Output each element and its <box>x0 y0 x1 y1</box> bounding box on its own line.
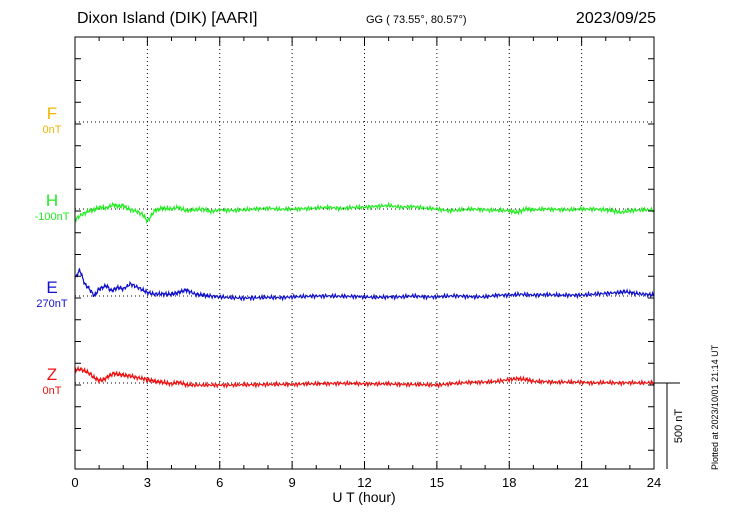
x-axis-label: U T (hour) <box>332 489 395 505</box>
coordinates-label: GG ( 73.55°, 80.57°) <box>366 14 467 26</box>
x-tick-label: 18 <box>502 475 516 490</box>
x-tick-label: 24 <box>647 475 661 490</box>
scale-bar-label: 500 nT <box>673 409 685 444</box>
channel-label-h: H -100nT <box>22 192 82 224</box>
channel-name: F <box>46 104 58 123</box>
channel-baseline: 0nT <box>42 385 62 397</box>
channel-baseline: 0nT <box>42 124 62 136</box>
scale-bar: 500 nT <box>654 382 685 469</box>
plotted-timestamp: Plotted at 2023/10/01 21:14 UT <box>710 344 720 470</box>
channel-baseline: -100nT <box>34 211 70 223</box>
x-tick-label: 3 <box>144 475 151 490</box>
axis-ticks: 0 3 6 9 12 15 18 21 24 <box>71 37 661 490</box>
channel-name: Z <box>46 365 58 384</box>
date-label: 2023/09/25 <box>575 10 656 27</box>
series-line-e <box>74 267 655 302</box>
channel-name: H <box>45 191 59 210</box>
x-tick-label: 12 <box>357 475 371 490</box>
x-tick-label: 21 <box>574 475 588 490</box>
channel-name: E <box>46 278 58 297</box>
x-tick-label: 9 <box>289 475 296 490</box>
channel-label-z: Z 0nT <box>22 366 82 398</box>
grid <box>75 37 654 469</box>
channel-baseline: 270nT <box>36 298 68 310</box>
x-tick-label: 15 <box>430 475 444 490</box>
series-lines <box>74 201 655 389</box>
channel-label-f: F 0nT <box>22 105 82 137</box>
channel-label-e: E 270nT <box>22 279 82 311</box>
series-line-h <box>74 201 655 225</box>
x-tick-label: 6 <box>216 475 223 490</box>
x-tick-label: 0 <box>71 475 78 490</box>
series-line-z <box>74 365 655 389</box>
station-title: Dixon Island (DIK) [AARI] <box>77 10 258 27</box>
